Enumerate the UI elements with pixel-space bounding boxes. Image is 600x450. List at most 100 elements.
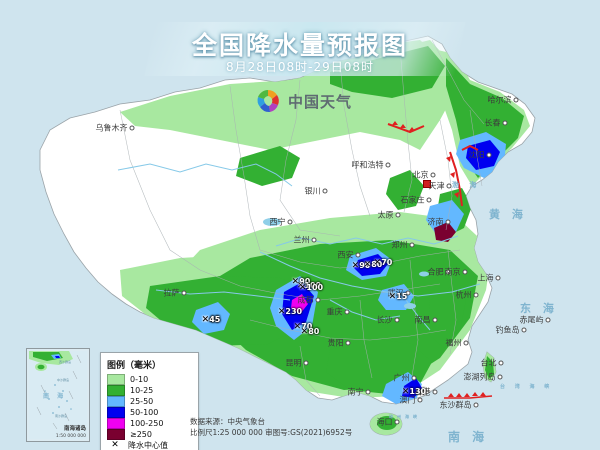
city-marker-icon (385, 162, 391, 168)
svg-text:南沙群岛: 南沙群岛 (55, 413, 67, 418)
precip-center-x-icon: ✕ (291, 277, 300, 287)
precip-center-number: 45 (209, 315, 221, 324)
city-name: 重庆 (326, 307, 343, 317)
svg-text:西沙群岛: 西沙群岛 (59, 359, 71, 364)
city-label: 乌鲁木齐 (96, 123, 137, 134)
city-label: 澳门 (400, 395, 425, 406)
city-name: 东沙群岛 (439, 400, 472, 410)
legend-label: 10-25 (130, 385, 154, 395)
city-name: 济南 (427, 217, 444, 227)
precip-center-x-icon: ✕ (363, 260, 372, 270)
city-marker-icon (395, 212, 401, 218)
city-name: 北京 (412, 170, 429, 180)
city-marker-icon (315, 297, 321, 303)
inset-scale: 1:50 000 000 (55, 434, 86, 439)
precip-center-number: 100 (304, 281, 322, 290)
island-precipitation (370, 352, 496, 435)
city-marker-icon (486, 152, 492, 158)
city-marker-icon (513, 97, 519, 103)
city-marker-icon (502, 120, 508, 126)
legend-row: ≥250 (107, 428, 193, 440)
city-marker-icon (426, 197, 432, 203)
city-label: 澎湖列岛 (464, 372, 505, 383)
city-name: 香港 (414, 387, 431, 397)
legend-label: ≥250 (130, 429, 152, 439)
precip-center-value: ✕80 (301, 327, 320, 337)
precip-center-x-icon: ✕ (300, 327, 309, 337)
city-label: 杭州 (456, 290, 481, 301)
precip-center-value: ✕90 (292, 277, 311, 287)
inset-title: 南海诸岛 (63, 426, 86, 432)
precip-center-x-icon: ✕ (298, 283, 307, 293)
city-label: 太原 (378, 210, 403, 221)
city-marker-icon (430, 172, 436, 178)
brand-name: 中国天气 (288, 92, 353, 111)
precip-center-value: ✕70 (374, 258, 393, 268)
precipitation-bands (120, 40, 530, 404)
precip-center-x-icon: ✕ (201, 315, 210, 325)
capital-marker-icon (423, 180, 431, 188)
city-label: 钓鱼岛 (496, 325, 529, 336)
city-label: 南昌 (415, 315, 440, 326)
city-name: 合肥 (427, 267, 444, 277)
city-name: 西宁 (269, 217, 286, 227)
city-name: 广州 (393, 373, 410, 383)
legend-panel: 图例（毫米） 0-10 10-25 25-50 50-100 100-250 ≥250 ✕… (100, 352, 199, 450)
city-marker-icon (446, 183, 452, 189)
city-label: 香港 (415, 387, 440, 398)
city-marker-icon (495, 275, 501, 281)
city-marker-icon (545, 317, 551, 323)
city-label: 长春 (485, 118, 510, 129)
city-marker-icon (365, 389, 371, 395)
city-label: 台北 (481, 358, 506, 369)
rivers (117, 163, 481, 331)
precip-center-number: 130 (409, 387, 427, 396)
city-name: 沈阳 (468, 150, 485, 160)
china-weather-pinwheel-icon (255, 88, 281, 114)
precip-center-number: 80 (308, 327, 320, 336)
city-marker-icon (417, 397, 423, 403)
sea-label: 南 海 (448, 430, 489, 444)
city-name: 兰州 (293, 235, 310, 245)
legend-row-center-marker: ✕ 降水中心值 (107, 440, 193, 450)
city-label: 东沙群岛 (440, 400, 481, 411)
precip-center-x-icon: ✕ (293, 322, 302, 332)
city-label: 沈阳 (469, 150, 494, 161)
city-label: 贵阳 (328, 338, 353, 349)
city-name: 西安 (337, 250, 354, 260)
city-label: 合肥 (428, 267, 453, 278)
city-name: 澎湖列岛 (463, 372, 496, 382)
data-source-line: 数据来源：中央气象台 (190, 417, 265, 426)
precip-center-x-icon: ✕ (401, 387, 410, 397)
city-marker-icon (445, 219, 451, 225)
forecast-period: 8月28日08时-29日08时 (225, 60, 375, 74)
precip-center-number: 90 (299, 277, 311, 286)
precip-center-x-icon: ✕ (111, 439, 119, 450)
precip-center-value: ✕45 (202, 315, 221, 325)
band-250plus (434, 222, 456, 242)
precip-center-number: 70 (381, 258, 393, 267)
lakes (263, 218, 429, 309)
city-name: 成都 (297, 295, 314, 305)
city-name: 赤尾屿 (519, 315, 544, 325)
precip-center-number: 80 (371, 260, 383, 269)
precip-center-value: ✕100 (299, 283, 323, 293)
city-marker-icon (445, 269, 451, 275)
legend-label: 0-10 (130, 374, 149, 384)
band-100-250 (291, 294, 308, 314)
city-name: 郑州 (391, 240, 408, 250)
city-label: 拉萨 (164, 288, 189, 299)
city-marker-icon (409, 242, 415, 248)
precip-center-x-icon: ✕ (296, 281, 305, 291)
city-marker-icon (394, 317, 400, 323)
precip-center-value: ✕130 (402, 387, 426, 397)
precip-center-value: ✕230 (278, 307, 302, 317)
city-name: 武汉 (387, 288, 404, 298)
city-label: 石家庄 (401, 195, 434, 206)
precip-center-value: ✕70 (294, 322, 313, 332)
sea-label: 渤 海 (452, 181, 481, 189)
precip-center-number: 15 (396, 292, 408, 301)
city-name: 天津 (428, 181, 445, 191)
city-label: 南京 (445, 267, 470, 278)
